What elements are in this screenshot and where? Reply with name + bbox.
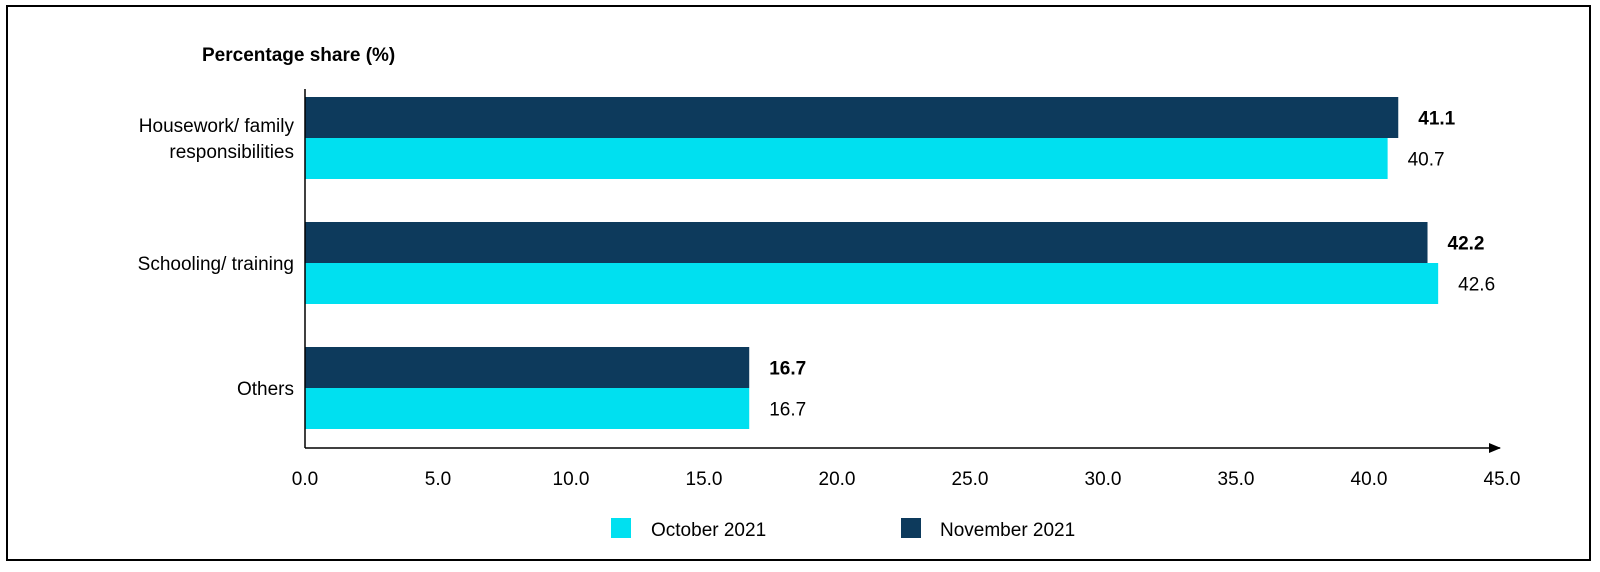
bars-group: 41.1 40.7 42.2 42.6 16.7 16.7 [305, 97, 1495, 429]
x-tick-label: 20.0 [819, 469, 856, 490]
data-label: 42.2 [1448, 234, 1485, 255]
legend-swatch [611, 518, 631, 538]
x-tick-label: 45.0 [1484, 469, 1521, 490]
category-label: responsibilities [169, 142, 294, 163]
bar-nov-1 [305, 222, 1428, 263]
legend-label: October 2021 [651, 520, 766, 541]
chart-title: Percentage share (%) [202, 45, 395, 66]
data-label: 16.7 [769, 359, 806, 380]
bar-oct-2 [305, 388, 750, 429]
x-tick-label: 40.0 [1351, 469, 1388, 490]
legend: October 2021 November 2021 [611, 518, 1075, 541]
x-tick-label: 30.0 [1085, 469, 1122, 490]
legend-swatch [901, 518, 921, 538]
bar-nov-0 [305, 97, 1399, 138]
axes-group: Housework/ family responsibilities Schooli… [138, 89, 1521, 490]
data-label: 40.7 [1408, 150, 1445, 171]
data-label: 42.6 [1458, 275, 1495, 296]
category-label: Schooling/ training [138, 254, 294, 275]
bar-nov-2 [305, 347, 750, 388]
bar-oct-1 [305, 263, 1439, 304]
legend-label: November 2021 [940, 520, 1075, 541]
x-tick-label: 5.0 [425, 469, 451, 490]
category-label: Others [237, 379, 294, 400]
category-label: Housework/ family [139, 116, 295, 137]
x-tick-label: 10.0 [553, 469, 590, 490]
chart-frame [6, 5, 1591, 561]
x-tick-label: 35.0 [1218, 469, 1255, 490]
data-label: 41.1 [1418, 109, 1455, 130]
x-tick-label: 0.0 [292, 469, 318, 490]
x-tick-label: 25.0 [952, 469, 989, 490]
data-label: 16.7 [769, 400, 806, 421]
bar-oct-0 [305, 138, 1388, 179]
x-tick-label: 15.0 [686, 469, 723, 490]
